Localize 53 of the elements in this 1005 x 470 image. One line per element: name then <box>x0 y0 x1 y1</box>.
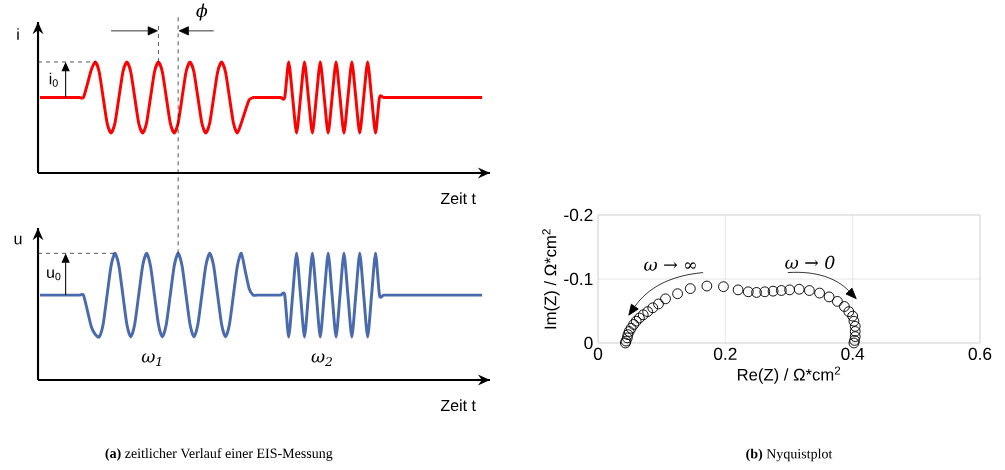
point <box>849 320 861 332</box>
text: ϕ <box>196 3 208 21</box>
point <box>793 283 805 295</box>
annotation: ω$_{2}$ <box>311 353 332 366</box>
point <box>642 306 654 318</box>
point <box>647 302 659 314</box>
annotation: u$_{0}$ <box>47 269 61 281</box>
point <box>623 326 635 337</box>
annotation: ω → 0 <box>785 255 835 269</box>
point <box>848 315 860 327</box>
point <box>814 287 825 299</box>
point <box>838 301 850 312</box>
x-axis-title: Re(Z) / Ω*cm$^{2}$ <box>737 366 841 384</box>
annotation: ω$_{1}$ <box>141 353 161 366</box>
point <box>653 298 664 310</box>
annotation: ω → ∞ <box>644 261 696 271</box>
point <box>849 326 861 337</box>
annotation: i$_{0}$ <box>49 72 58 87</box>
point <box>775 285 787 296</box>
point <box>637 309 649 321</box>
y-tick-label: 0 <box>584 336 593 350</box>
point <box>831 295 843 307</box>
point <box>847 310 859 322</box>
point <box>732 284 744 296</box>
point <box>625 322 637 334</box>
x-tick-label: 0 <box>593 347 603 360</box>
y-axis-title: u <box>14 235 22 245</box>
point <box>849 331 861 342</box>
y-tick-label: -0.1 <box>564 272 593 286</box>
y-tick-label: -0.2 <box>564 208 593 222</box>
x-tick-label: 0.4 <box>841 347 865 360</box>
x-tick-label: 0.2 <box>713 347 737 360</box>
x-tick-label: 0.6 <box>968 347 992 360</box>
point <box>751 287 762 298</box>
text: (a) zeitlicher Verlauf einer EIS-Messung <box>105 448 333 461</box>
point <box>759 286 771 298</box>
point <box>803 285 815 296</box>
point <box>742 286 754 298</box>
point <box>718 281 729 293</box>
point <box>767 285 779 297</box>
point <box>672 288 683 300</box>
y-axis-title: Im(Z) / Ω*cm$^{2}$ <box>542 229 560 329</box>
point <box>701 280 713 292</box>
point <box>660 293 671 305</box>
point <box>823 291 835 303</box>
y-axis-title: i <box>17 28 19 40</box>
text: (b) Nyquistplot <box>746 448 833 462</box>
point <box>843 306 855 318</box>
point <box>684 283 696 294</box>
point <box>784 284 796 296</box>
x-axis-title: Zeit t <box>440 399 476 412</box>
x-axis-title: Zeit t <box>440 192 476 205</box>
point <box>628 319 640 330</box>
